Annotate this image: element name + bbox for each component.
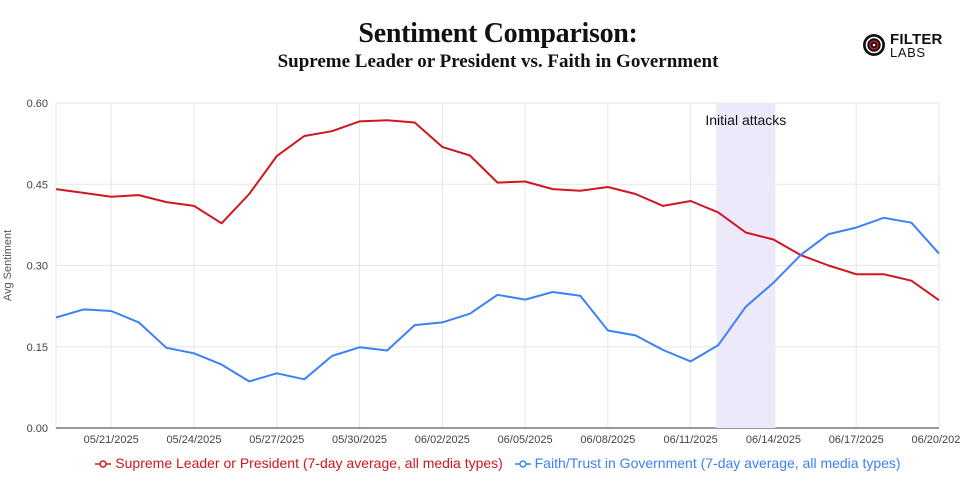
y-tick-label: 0.60 bbox=[27, 98, 48, 110]
legend-item-series-1[interactable]: Supreme Leader or President (7-day avera… bbox=[95, 455, 503, 471]
x-tick-label: 06/08/2025 bbox=[580, 434, 635, 446]
legend: Supreme Leader or President (7-day avera… bbox=[0, 455, 960, 471]
logo-text-filter: FILTER bbox=[890, 31, 943, 48]
target-icon bbox=[863, 34, 885, 56]
x-tick-label: 05/21/2025 bbox=[84, 434, 139, 446]
series-layer bbox=[55, 119, 940, 383]
series-line-1[interactable] bbox=[55, 119, 940, 302]
legend-label-series-1: Supreme Leader or President (7-day avera… bbox=[115, 455, 503, 471]
y-tick-label: 0.30 bbox=[27, 261, 48, 273]
y-tick-label: 0.45 bbox=[27, 179, 48, 191]
annotation-label: Initial attacks bbox=[705, 112, 786, 128]
y-axis-label: Avg Sentiment bbox=[2, 230, 14, 301]
x-tick-label: 06/02/2025 bbox=[415, 434, 470, 446]
legend-label-series-2: Faith/Trust in Government (7-day average… bbox=[534, 455, 901, 471]
series-line-2[interactable] bbox=[55, 216, 940, 383]
legend-marker-red-icon bbox=[95, 460, 112, 469]
y-axis: 0.00 0.15 0.30 0.45 0.60 bbox=[27, 98, 48, 435]
x-tick-label: 06/20/2025 bbox=[911, 434, 960, 446]
gridlines bbox=[55, 102, 940, 429]
x-tick-label: 05/27/2025 bbox=[249, 434, 304, 446]
x-tick-label: 06/05/2025 bbox=[498, 434, 553, 446]
highlight-band bbox=[716, 103, 776, 428]
x-tick-label: 06/11/2025 bbox=[664, 434, 718, 446]
x-tick-label: 06/14/2025 bbox=[746, 434, 801, 446]
y-tick-label: 0.00 bbox=[27, 423, 48, 435]
chart-subtitle: Supreme Leader or President vs. Faith in… bbox=[277, 51, 719, 72]
chart-title: Sentiment Comparison: bbox=[358, 18, 638, 49]
y-tick-label: 0.15 bbox=[27, 342, 48, 354]
filter-labs-logo: FILTER LABS bbox=[862, 30, 952, 62]
x-tick-label: 05/24/2025 bbox=[166, 434, 221, 446]
x-tick-label: 06/17/2025 bbox=[829, 434, 884, 446]
x-axis: 05/21/2025 05/24/2025 05/27/2025 05/30/2025… bbox=[84, 434, 960, 446]
legend-marker-blue-icon bbox=[514, 460, 531, 469]
x-tick-label: 05/30/2025 bbox=[332, 434, 387, 446]
legend-item-series-2[interactable]: Faith/Trust in Government (7-day average… bbox=[514, 455, 901, 471]
logo-text-labs: LABS bbox=[890, 45, 926, 60]
